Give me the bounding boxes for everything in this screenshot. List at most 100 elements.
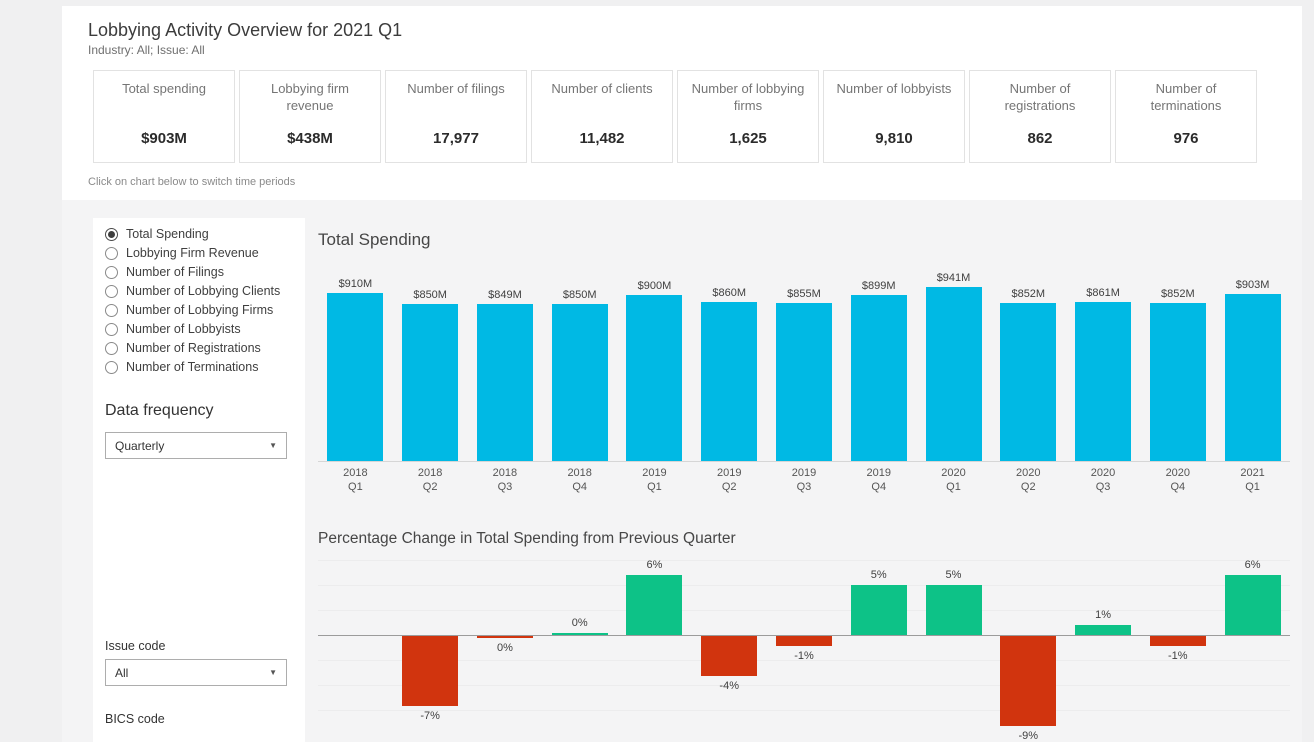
total-spending-chart-x-axis: 2018 Q1 2018 Q2 2018 Q3 2018 Q4 2019 Q1 2019 Q2 2019… [318, 466, 1290, 494]
pct-bar-2018-q1[interactable] [318, 554, 393, 742]
chart-bar-2019-q1[interactable]: $900M [617, 262, 692, 461]
chart-bar-2018-q2[interactable]: $850M [393, 262, 468, 461]
bar-value-label: $855M [787, 288, 821, 300]
chart-bar-2020-q1[interactable]: $941M [916, 262, 991, 461]
chart-bar-2020-q2[interactable]: $852M [991, 262, 1066, 461]
total-spending-chart: $910M $850M $849M $850M $900M $860M $855M $899M… [318, 262, 1290, 462]
kpi-card-number-of-clients: Number of clients 11,482 [531, 70, 673, 163]
bar [1075, 625, 1132, 635]
bar [476, 636, 533, 638]
pct-bar-2020-q1[interactable]: 5% [916, 554, 991, 742]
gridline [318, 660, 1290, 661]
pct-bar-2019-q4[interactable]: 5% [841, 554, 916, 742]
metric-radio-number-of-filings[interactable]: Number of Filings [105, 266, 293, 279]
pct-bar-2019-q1[interactable]: 6% [617, 554, 692, 742]
data-frequency-select[interactable]: Quarterly ▼ [105, 432, 287, 459]
chart-bar-2021-q1[interactable]: $903M [1215, 262, 1290, 461]
bar-value-label: -1% [1168, 650, 1188, 662]
pct-bar-2019-q3[interactable]: -1% [767, 554, 842, 742]
pct-bar-2018-q2[interactable]: -7% [393, 554, 468, 742]
chart-bar-2019-q2[interactable]: $860M [692, 262, 767, 461]
bar-value-label: $860M [712, 287, 747, 299]
kpi-card-number-of-lobbying-firms: Number of lobbying firms 1,625 [677, 70, 819, 163]
kpi-value: 11,482 [579, 130, 625, 147]
pct-bar-2019-q2[interactable]: -4% [692, 554, 767, 742]
metric-radio-total-spending[interactable]: Total Spending [105, 228, 293, 241]
bar [476, 304, 533, 461]
bar [1149, 636, 1206, 646]
radio-icon [105, 323, 118, 336]
bar-value-label: $850M [562, 289, 597, 301]
bar [925, 585, 982, 635]
metric-radio-label: Total Spending [126, 227, 209, 241]
chart-bar-2019-q3[interactable]: $855M [767, 262, 842, 461]
bar [1000, 303, 1057, 461]
metric-radio-number-of-lobbying-clients[interactable]: Number of Lobbying Clients [105, 285, 293, 298]
bar-value-label: -9% [1018, 730, 1039, 742]
pct-bar-2020-q3[interactable]: 1% [1066, 554, 1141, 742]
chevron-down-icon: ▼ [269, 668, 277, 677]
x-axis-label-2019-q4: 2019 Q4 [866, 467, 891, 493]
metric-radio-number-of-lobbying-firms[interactable]: Number of Lobbying Firms [105, 304, 293, 317]
kpi-value: $438M [287, 130, 333, 147]
kpi-value: 17,977 [433, 130, 479, 147]
pct-bar-2020-q4[interactable]: -1% [1140, 554, 1215, 742]
chevron-down-icon: ▼ [269, 441, 277, 450]
radio-icon [105, 285, 118, 298]
pct-change-chart: -7% 0% 0% 6% -4% -1% 5% 5% -9% 1% -1% 6% [318, 554, 1290, 742]
bar-value-label: 6% [646, 559, 663, 571]
pct-bar-2018-q4[interactable]: 0% [542, 554, 617, 742]
bar-value-label: $852M [1011, 288, 1046, 300]
bar-value-label: 0% [571, 617, 588, 629]
metric-radio-lobbying-firm-revenue[interactable]: Lobbying Firm Revenue [105, 247, 293, 260]
gridline [318, 685, 1290, 686]
header: Lobbying Activity Overview for 2021 Q1 I… [88, 18, 402, 57]
kpi-label: Number of lobbying firms [691, 81, 805, 113]
kpi-value: $903M [141, 130, 187, 147]
kpi-row: Total spending $903M Lobbying firm revenue… [93, 70, 1257, 163]
chart-bar-2020-q4[interactable]: $852M [1140, 262, 1215, 461]
kpi-card-lobbying-firm-revenue: Lobbying firm revenue $438M [239, 70, 381, 163]
x-axis-label-2018-q3: 2018 Q3 [492, 467, 518, 493]
chart-bar-2019-q4[interactable]: $899M [841, 262, 916, 461]
kpi-label: Total spending [122, 81, 206, 96]
data-frequency-value: Quarterly [115, 438, 165, 453]
bar-value-label: $941M [936, 272, 971, 284]
kpi-card-total-spending: Total spending $903M [93, 70, 235, 163]
bics-code-label: BICS code [105, 712, 165, 726]
x-axis-label-2020-q3: 2020 Q3 [1090, 467, 1116, 493]
metric-radio-number-of-registrations[interactable]: Number of Registrations [105, 342, 293, 355]
chart-hint-note: Click on chart below to switch time peri… [88, 176, 296, 188]
pct-change-chart-title: Percentage Change in Total Spending from… [318, 530, 736, 547]
pct-bar-2020-q2[interactable]: -9% [991, 554, 1066, 742]
x-axis-label-2020-q1: 2020 Q1 [941, 467, 966, 493]
bar-value-label: -4% [719, 680, 739, 692]
metric-radio-label: Lobbying Firm Revenue [126, 246, 259, 260]
chart-bar-2020-q3[interactable]: $861M [1066, 262, 1141, 461]
data-frequency-heading: Data frequency [105, 402, 214, 419]
bar [1149, 303, 1206, 461]
content-sheet: Lobbying Activity Overview for 2021 Q1 I… [62, 6, 1302, 742]
chart-bar-2018-q3[interactable]: $849M [468, 262, 543, 461]
bar-value-label: $910M [338, 278, 373, 290]
kpi-card-number-of-terminations: Number of terminations 976 [1115, 70, 1257, 163]
chart-bar-2018-q1[interactable]: $910M [318, 262, 393, 461]
chart-bar-2018-q4[interactable]: $850M [542, 262, 617, 461]
kpi-card-number-of-lobbyists: Number of lobbyists 9,810 [823, 70, 965, 163]
pct-bar-2021-q1[interactable]: 6% [1215, 554, 1290, 742]
bar-value-label: $903M [1235, 279, 1270, 291]
kpi-value: 9,810 [875, 130, 913, 147]
bar [925, 287, 982, 461]
page-title: Lobbying Activity Overview for 2021 Q1 [88, 20, 403, 40]
metric-radio-label: Number of Lobbying Firms [126, 303, 274, 317]
kpi-value: 976 [1173, 130, 1199, 147]
gridline [318, 610, 1290, 611]
metric-radio-number-of-lobbyists[interactable]: Number of Lobbyists [105, 323, 293, 336]
radio-icon [105, 342, 118, 355]
zero-axis-line [318, 635, 1290, 636]
pct-bar-2018-q3[interactable]: 0% [468, 554, 543, 742]
metric-radio-number-of-terminations[interactable]: Number of Terminations [105, 361, 293, 374]
issue-code-select[interactable]: All ▼ [105, 659, 287, 686]
radio-icon [105, 247, 118, 260]
bar-value-label: $900M [637, 280, 672, 292]
